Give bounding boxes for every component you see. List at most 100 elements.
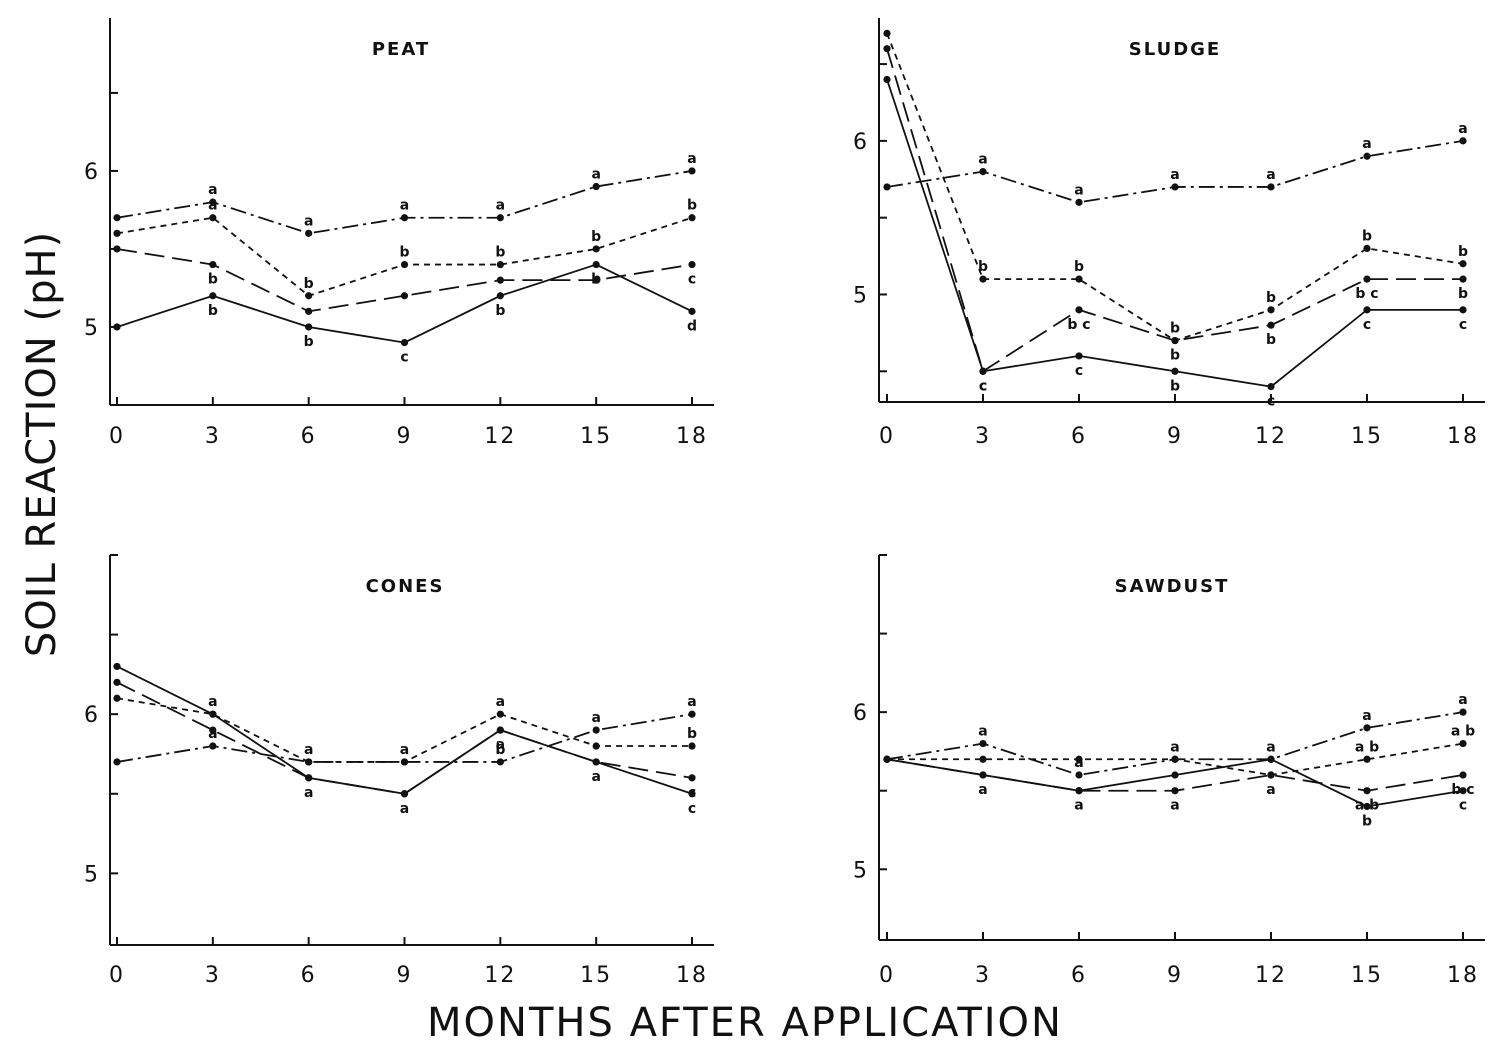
data-point bbox=[592, 245, 600, 253]
significance-label: c bbox=[1267, 394, 1275, 410]
significance-label: c bbox=[1363, 317, 1371, 333]
data-point bbox=[113, 678, 121, 686]
significance-label: a bbox=[496, 737, 505, 753]
series-longdash: c b c b b b c b bbox=[883, 45, 1468, 394]
data-point bbox=[305, 323, 313, 331]
series-solid: bc bbox=[883, 755, 1467, 829]
data-point bbox=[1075, 275, 1083, 283]
x-tick-label: 6 bbox=[1071, 424, 1087, 449]
y-tick-label: 5 bbox=[84, 862, 98, 887]
x-tick-label: 9 bbox=[1167, 963, 1183, 988]
series-shortdash: a b b b b b bbox=[113, 198, 697, 300]
data-point bbox=[1459, 771, 1467, 779]
significance-label: b bbox=[591, 272, 601, 288]
data-point bbox=[400, 790, 409, 798]
data-point bbox=[1363, 802, 1371, 811]
significance-label: a bbox=[591, 769, 600, 785]
data-point bbox=[1075, 771, 1083, 779]
data-point bbox=[1171, 755, 1179, 763]
series-dashdot: aa a baa bbox=[113, 694, 697, 766]
data-point bbox=[1075, 198, 1083, 206]
data-point bbox=[1171, 183, 1179, 191]
significance-label: a bbox=[1170, 739, 1179, 755]
data-point bbox=[209, 742, 217, 750]
data-point bbox=[113, 245, 121, 253]
x-tick-label: 18 bbox=[1447, 963, 1479, 988]
data-point bbox=[1363, 152, 1371, 160]
data-point bbox=[305, 307, 313, 315]
data-point bbox=[305, 229, 313, 237]
y-tick-label: 6 bbox=[853, 130, 867, 155]
significance-label: a bbox=[1170, 167, 1179, 183]
significance-label: a bbox=[1458, 692, 1467, 708]
significance-label: c bbox=[1075, 363, 1083, 379]
y-tick-label: 6 bbox=[84, 160, 98, 185]
data-point bbox=[113, 694, 121, 702]
x-tick-label: 12 bbox=[484, 963, 516, 988]
data-point bbox=[883, 755, 891, 763]
panel-cones: 560369121518CONESaaabaaaabacaaac bbox=[84, 554, 714, 988]
data-point bbox=[592, 742, 600, 750]
data-point bbox=[1075, 306, 1083, 314]
significance-label: a bbox=[591, 167, 600, 183]
significance-label: a bbox=[496, 694, 505, 710]
data-point bbox=[1075, 755, 1083, 763]
significance-label: a bbox=[1362, 136, 1371, 152]
data-point bbox=[1363, 275, 1371, 283]
data-point bbox=[1267, 306, 1275, 314]
data-point bbox=[883, 29, 891, 37]
data-point bbox=[209, 198, 217, 206]
y-tick-label: 6 bbox=[84, 703, 98, 728]
significance-label: a bbox=[304, 213, 313, 229]
y-tick-label: 5 bbox=[853, 858, 867, 883]
panel-title: SAWDUST bbox=[1115, 576, 1230, 597]
significance-label: a bbox=[400, 742, 409, 758]
data-point bbox=[1267, 755, 1275, 763]
significance-label: b bbox=[495, 303, 505, 319]
data-point bbox=[209, 710, 217, 718]
data-point bbox=[688, 167, 696, 175]
significance-label: c bbox=[1459, 798, 1467, 814]
data-point bbox=[1459, 708, 1467, 716]
significance-label: b bbox=[1458, 286, 1468, 302]
data-point bbox=[1363, 306, 1371, 314]
data-point bbox=[1171, 336, 1179, 345]
significance-label: b bbox=[591, 229, 601, 245]
data-point bbox=[400, 292, 409, 300]
significance-label: b bbox=[1458, 244, 1468, 260]
x-tick-label: 15 bbox=[1351, 424, 1383, 449]
significance-label: a bbox=[208, 726, 217, 742]
y-tick-label: 5 bbox=[853, 283, 867, 308]
x-tick-label: 9 bbox=[397, 424, 413, 449]
data-point bbox=[113, 758, 121, 766]
x-tick-label: 12 bbox=[484, 424, 516, 449]
significance-label: b bbox=[304, 334, 314, 350]
significance-label: d bbox=[687, 318, 697, 334]
significance-label: c bbox=[688, 801, 696, 817]
x-tick-label: 18 bbox=[676, 963, 708, 988]
x-tick-label: 15 bbox=[580, 424, 612, 449]
significance-label: a bbox=[1266, 782, 1275, 798]
significance-label: c bbox=[979, 378, 987, 394]
series-solid: a a a c bbox=[113, 662, 696, 817]
x-tick-label: 6 bbox=[301, 424, 317, 449]
series-line bbox=[116, 665, 693, 795]
data-point bbox=[209, 726, 217, 734]
significance-label: a bbox=[304, 785, 313, 801]
series-line bbox=[116, 681, 693, 795]
data-point bbox=[113, 323, 121, 331]
data-point bbox=[1459, 739, 1467, 748]
significance-label: a bbox=[978, 724, 987, 740]
significance-label: b bbox=[1170, 378, 1180, 394]
significance-label: a bbox=[400, 198, 409, 214]
significance-label: b bbox=[1266, 332, 1276, 348]
significance-label: b bbox=[208, 272, 218, 288]
data-point bbox=[1363, 724, 1371, 732]
significance-label: b bbox=[1170, 321, 1180, 337]
